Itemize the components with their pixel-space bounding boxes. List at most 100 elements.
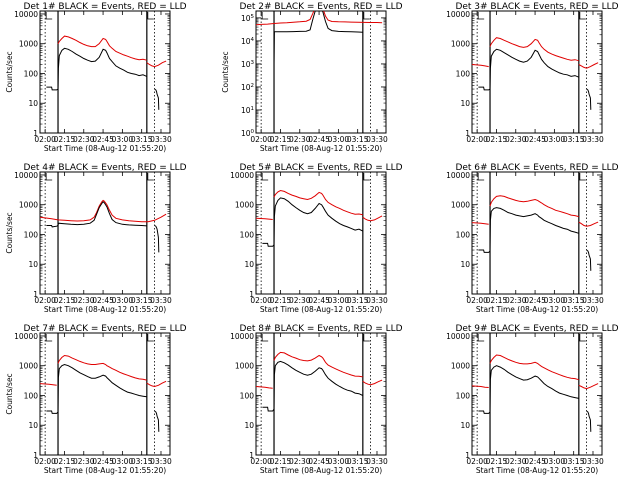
interval-bracket — [261, 12, 269, 20]
x-tick-label: 02:30 — [505, 296, 527, 305]
x-tick-label: 02:30 — [73, 135, 95, 144]
events-series-line — [586, 410, 592, 432]
x-tick-label: 02:00 — [466, 457, 488, 466]
y-tick-label: 1 — [465, 451, 470, 460]
y-tick-label: 10000 — [446, 332, 470, 341]
events-series-line — [478, 48, 579, 91]
lld-series-line — [578, 221, 599, 227]
x-tick-label: 03:15 — [131, 135, 153, 144]
y-tick-label: 1 — [465, 129, 470, 138]
lld-series-line — [472, 222, 489, 225]
y-tick-label: 10000 — [14, 10, 38, 19]
lld-series-line — [256, 11, 383, 26]
x-tick-label: 02:45 — [524, 135, 546, 144]
panel-title: Det 8# BLACK = Events, RED = LLD — [239, 324, 402, 334]
y-tick-label: 100 — [240, 230, 255, 239]
events-series-line — [478, 207, 579, 253]
y-axis-label: Counts/sec — [5, 212, 14, 253]
interval-bracket — [579, 173, 586, 181]
interval-bracket — [147, 334, 154, 342]
y-tick-label: 1 — [33, 451, 38, 460]
panel-title: Det 7# BLACK = Events, RED = LLD — [23, 324, 186, 334]
y-tick-label: 1000 — [451, 40, 470, 49]
x-tick-label: 02:15 — [486, 457, 508, 466]
events-series-line — [154, 225, 160, 253]
interval-bracket — [147, 173, 154, 181]
y-tick-label: 10 — [244, 421, 254, 430]
events-series-line — [586, 249, 592, 271]
x-tick-label: 03:15 — [347, 457, 369, 466]
x-tick-label: 02:45 — [92, 457, 114, 466]
panel-det-4: Det 4# BLACK = Events, RED = LLD02:0002:… — [5, 163, 187, 314]
x-tick-label: 02:30 — [73, 457, 95, 466]
x-tick-label: 02:15 — [486, 135, 508, 144]
y-tick-label: 10 — [460, 99, 470, 108]
y-tick-label: 10 — [28, 421, 38, 430]
lld-series-line — [489, 195, 579, 218]
events-series-line — [46, 363, 147, 414]
plot-frame — [471, 332, 603, 456]
x-tick-label: 02:45 — [308, 135, 330, 144]
y-tick-label: 102 — [241, 83, 254, 92]
y-tick-label: 105 — [241, 14, 255, 23]
x-tick-label: 02:00 — [466, 296, 488, 305]
x-tick-label: 02:45 — [524, 457, 546, 466]
x-tick-label: 02:00 — [34, 296, 56, 305]
x-tick-label: 03:30 — [366, 296, 388, 305]
lld-series-line — [362, 379, 383, 386]
x-tick-label: 02:00 — [466, 135, 488, 144]
y-tick-label: 1000 — [451, 362, 470, 371]
y-tick-label: 10000 — [14, 171, 38, 180]
panel-det-9: Det 9# BLACK = Events, RED = LLD02:0002:… — [446, 324, 618, 475]
lld-series-line — [40, 199, 167, 223]
lld-series-line — [472, 385, 489, 388]
y-tick-label: 100 — [456, 391, 471, 400]
x-tick-label: 03:30 — [150, 457, 172, 466]
interval-bracket — [363, 12, 370, 20]
x-tick-label: 02:30 — [73, 296, 95, 305]
events-series-line — [46, 201, 147, 228]
x-tick-label: 03:15 — [563, 296, 585, 305]
x-tick-label: 02:15 — [54, 457, 76, 466]
x-tick-label: 03:00 — [328, 296, 350, 305]
lld-series-line — [40, 383, 57, 386]
y-tick-label: 10 — [244, 260, 254, 269]
plot-frame — [39, 332, 171, 456]
x-axis-label: Start Time (08-Aug-12 01:55:20) — [44, 144, 166, 153]
x-tick-label: 02:15 — [270, 296, 292, 305]
x-tick-label: 03:00 — [544, 135, 566, 144]
x-axis-label: Start Time (08-Aug-12 01:55:20) — [44, 466, 166, 475]
events-series-line — [586, 88, 592, 110]
x-tick-label: 02:45 — [308, 457, 330, 466]
x-tick-label: 03:15 — [347, 296, 369, 305]
y-tick-label: 100 — [240, 391, 255, 400]
y-tick-label: 1000 — [19, 201, 38, 210]
events-series-line — [154, 88, 160, 110]
x-tick-label: 03:00 — [544, 457, 566, 466]
x-tick-label: 02:30 — [505, 135, 527, 144]
x-tick-label: 03:00 — [328, 457, 350, 466]
events-series-line — [262, 197, 364, 247]
x-tick-label: 02:15 — [270, 457, 292, 466]
plot-frame — [255, 10, 387, 134]
interval-bracket — [261, 334, 269, 342]
interval-bracket — [363, 173, 370, 181]
lld-series-line — [362, 215, 383, 222]
y-tick-label: 10000 — [446, 171, 470, 180]
events-series-line — [46, 47, 147, 91]
x-tick-label: 03:15 — [563, 457, 585, 466]
x-tick-label: 02:15 — [486, 296, 508, 305]
x-tick-label: 02:30 — [289, 457, 311, 466]
x-tick-label: 03:30 — [582, 296, 604, 305]
panel-det-3: Det 3# BLACK = Events, RED = LLD02:0002:… — [446, 2, 618, 144]
interval-bracket — [579, 334, 586, 342]
interval-bracket — [45, 12, 53, 20]
x-tick-label: 02:45 — [92, 135, 114, 144]
interval-bracket — [147, 12, 154, 20]
panel-title: Det 5# BLACK = Events, RED = LLD — [239, 163, 402, 173]
x-tick-label: 02:15 — [54, 135, 76, 144]
y-tick-label: 100 — [24, 391, 39, 400]
panel-det-5: Det 5# BLACK = Events, RED = LLD02:0002:… — [230, 163, 402, 314]
plot-frame — [39, 10, 171, 134]
x-tick-label: 02:00 — [250, 135, 272, 144]
